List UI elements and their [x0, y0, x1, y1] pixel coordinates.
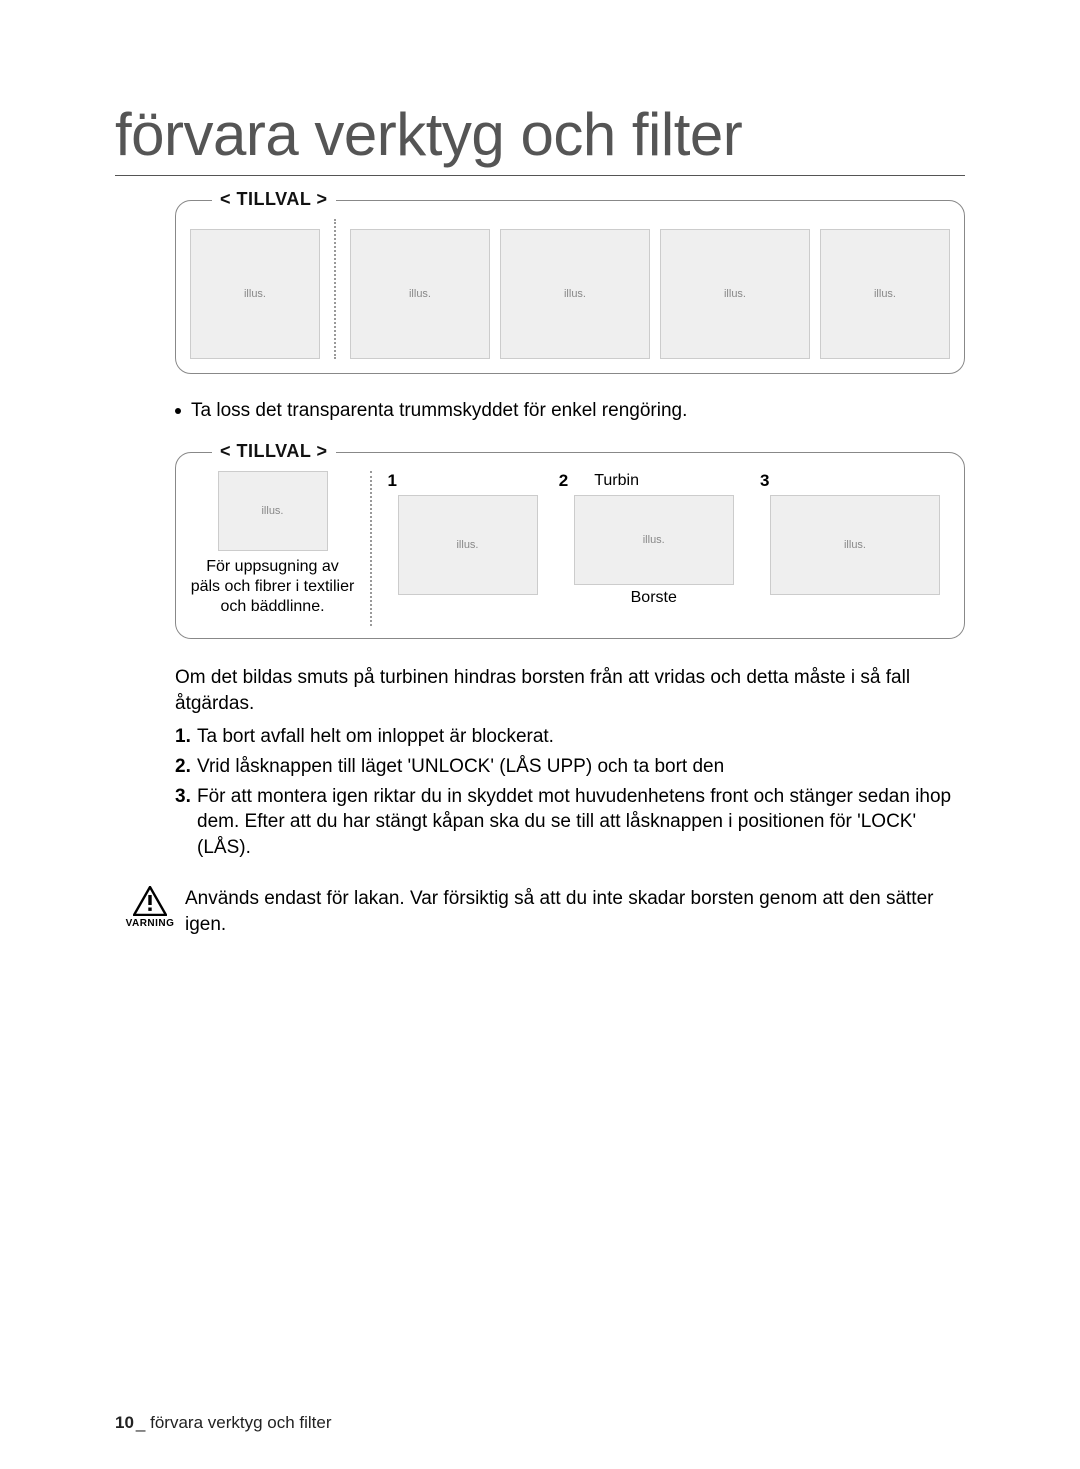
step-text: För att montera igen riktar du in skydde… [197, 784, 965, 861]
step-item: 3.För att montera igen riktar du in skyd… [175, 784, 965, 861]
bullet-text: Ta loss det transparenta trummskyddet fö… [191, 400, 687, 422]
bullet-line: Ta loss det transparenta trummskyddet fö… [175, 400, 965, 422]
mini-turbo-head-illustration: illus. [218, 471, 328, 551]
vacuum-head-illustration: illus. [500, 229, 650, 359]
step-item: 1.Ta bort avfall helt om inloppet är blo… [175, 724, 965, 750]
step-item: 2.Vrid låsknappen till läget 'UNLOCK' (L… [175, 754, 965, 780]
step-text: Ta bort avfall helt om inloppet är block… [197, 724, 554, 750]
warning-icon-block: VARNING [125, 886, 175, 929]
vacuum-head-illustration: illus. [190, 229, 320, 359]
page-number: 10 [115, 1413, 134, 1432]
step-label-top: Turbin [594, 472, 639, 490]
warning-text: Används endast för lakan. Var försiktig … [185, 886, 965, 937]
step-illustration: illus. [398, 495, 538, 595]
option-box-1: < TILLVAL > illus. illus. illus. illus. … [175, 200, 965, 374]
dotted-separator [334, 219, 336, 359]
step-text: Vrid låsknappen till läget 'UNLOCK' (LÅS… [197, 754, 724, 780]
step-illustration: illus. [770, 495, 940, 595]
option-label-1: < TILLVAL > [212, 189, 336, 210]
left-caption: För uppsugning av päls och fibrer i text… [190, 557, 355, 617]
step-illustration: illus. [574, 495, 734, 585]
page-title: förvara verktyg och filter [115, 100, 965, 176]
step-list: 1.Ta bort avfall helt om inloppet är blo… [175, 724, 965, 860]
step-number: 1 [388, 471, 397, 491]
footer-text: förvara verktyg och filter [150, 1413, 331, 1432]
dotted-separator [370, 471, 372, 626]
vacuum-head-illustration: illus. [660, 229, 810, 359]
illustration-row-2: illus. För uppsugning av päls och fibrer… [190, 471, 950, 626]
step-label-bottom: Borste [631, 589, 677, 607]
intro-paragraph: Om det bildas smuts på turbinen hindras … [175, 665, 965, 716]
option-box-2: < TILLVAL > illus. För uppsugning av päl… [175, 452, 965, 639]
step-number: 2 [559, 471, 568, 491]
vacuum-head-illustration: illus. [820, 229, 950, 359]
step-number: 3 [760, 471, 769, 491]
warning-label: VARNING [126, 918, 175, 929]
page-footer: 10_ förvara verktyg och filter [115, 1413, 332, 1433]
vacuum-head-illustration: illus. [350, 229, 490, 359]
warning-row: VARNING Används endast för lakan. Var fö… [125, 886, 965, 937]
warning-icon [133, 886, 167, 916]
illustration-row-1: illus. illus. illus. illus. illus. [190, 219, 950, 359]
option-label-2: < TILLVAL > [212, 441, 336, 462]
bullet-icon [175, 408, 181, 414]
